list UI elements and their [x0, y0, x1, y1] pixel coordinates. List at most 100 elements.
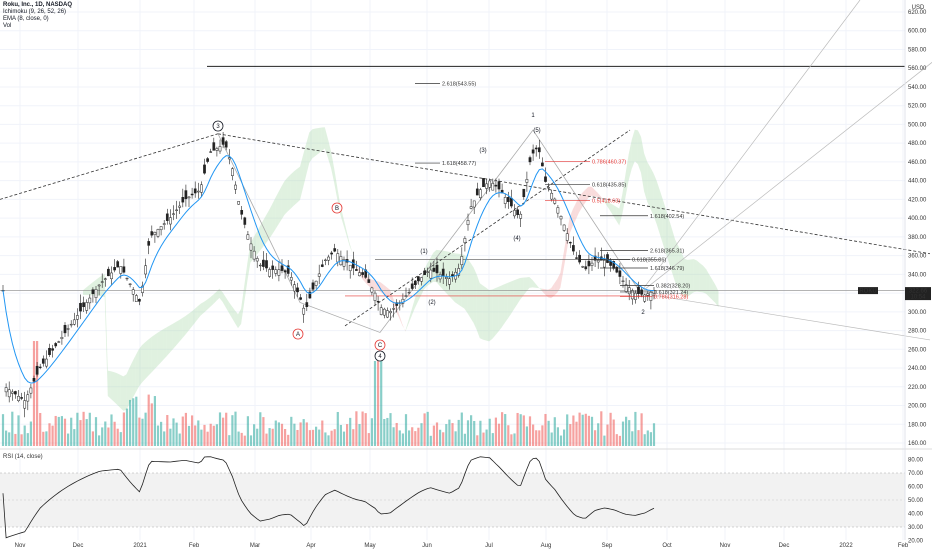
cloud-segment — [110, 371, 114, 402]
candle-body — [516, 209, 519, 216]
candle-body — [513, 210, 516, 217]
cloud-segment — [417, 280, 421, 303]
candle-body — [621, 280, 625, 282]
cloud-segment — [535, 283, 539, 289]
cloud-segment — [644, 153, 648, 202]
volume-bar — [395, 422, 398, 446]
volume-bar — [377, 361, 380, 446]
wave-circle — [374, 339, 386, 351]
countdown: 10:54 — [910, 295, 926, 301]
price-tick: 220.00 — [908, 385, 927, 391]
time-tick: Jul — [485, 543, 493, 549]
cloud-segment — [389, 289, 393, 305]
legend-title[interactable]: Roku, Inc., 1D, NASDAQ — [3, 2, 73, 8]
fib-label: 0.618(435.85) — [592, 183, 626, 189]
candle-body — [578, 254, 581, 263]
candle-body — [373, 292, 377, 301]
volume-bar — [197, 420, 200, 446]
volume-bar — [138, 417, 141, 446]
price-tick: 280.00 — [908, 329, 927, 335]
candle-body — [100, 281, 104, 283]
candle-body — [417, 276, 420, 282]
volume-bar — [268, 428, 271, 446]
volume-bar — [358, 424, 361, 446]
volume-bar — [429, 435, 432, 446]
cloud-segment — [420, 270, 424, 296]
volume-bar — [256, 428, 259, 446]
legend-vol[interactable]: Vol — [3, 23, 12, 29]
candle-body — [460, 256, 464, 266]
volume-bar — [470, 415, 473, 446]
rsi-panel[interactable]: RSI (14, close) — [0, 448, 932, 539]
candle-body — [475, 188, 479, 196]
candle-body — [178, 205, 182, 208]
legend-ema[interactable]: EMA (8, close, 0) — [3, 16, 49, 22]
volume-bar — [184, 412, 187, 446]
cloud-segment — [315, 127, 319, 156]
candle-body — [7, 389, 11, 398]
candle-body — [200, 184, 203, 193]
candle-body — [311, 282, 315, 290]
wave-label: (2) — [428, 300, 435, 306]
volume-bar — [60, 416, 63, 446]
candle-body — [79, 302, 82, 312]
wave-label: (4) — [513, 236, 520, 242]
volume-bar — [398, 430, 401, 446]
rsi-tick: 40.00 — [908, 512, 924, 518]
cloud-segment — [476, 274, 480, 339]
candle-body — [379, 307, 383, 315]
candle-body — [258, 264, 262, 267]
volume-bar — [519, 414, 522, 446]
volume-bar — [119, 432, 122, 446]
cloud-segment — [107, 370, 111, 399]
candle-body — [128, 283, 132, 285]
trendline-lower — [344, 129, 631, 327]
legend-ichimoku[interactable]: Ichimoku (9, 26, 52, 26) — [3, 9, 67, 15]
cloud-segment — [179, 318, 183, 343]
cloud-segment — [498, 285, 502, 332]
wave-circle — [292, 328, 304, 340]
cloud-segment — [634, 129, 638, 165]
cloud-segment — [501, 284, 505, 328]
volume-bar — [296, 429, 299, 446]
volume-bar — [513, 433, 516, 446]
volume-bar — [135, 396, 138, 446]
cloud-segment — [244, 263, 248, 303]
candle-body — [32, 378, 36, 382]
candle-body — [212, 142, 216, 151]
candle-body — [324, 259, 327, 261]
candle-body — [280, 265, 284, 271]
volume-bar — [435, 422, 439, 446]
volume-bar — [129, 399, 132, 446]
cloud-segment — [492, 288, 496, 339]
cloud-segment — [163, 327, 167, 360]
cloud-segment — [287, 174, 291, 212]
fib-label: 2.618(543.55) — [442, 82, 476, 88]
cloud-segment — [470, 262, 474, 324]
candle-body — [69, 323, 73, 326]
cloud-segment — [572, 203, 576, 227]
cloud-segment — [613, 204, 617, 221]
candle-body — [141, 285, 144, 293]
cloud-segment — [349, 243, 353, 254]
time-tick: Dec — [779, 543, 790, 549]
candle-body — [407, 291, 411, 294]
cloud-segment — [210, 294, 214, 308]
volume-bar — [482, 432, 485, 446]
rsi-tick: 50.00 — [908, 498, 924, 504]
cloud-segment — [213, 291, 217, 305]
cloud-segment — [451, 252, 455, 303]
cloud-segment — [241, 286, 245, 324]
wave-circle — [331, 202, 343, 214]
volume-bar — [259, 412, 262, 446]
volume-bar — [383, 419, 386, 446]
rsi-tick: 80.00 — [908, 458, 924, 464]
candle-body — [541, 162, 544, 167]
volume-bar — [200, 429, 203, 446]
volume-bar — [287, 434, 290, 446]
time-tick: Feb — [898, 543, 909, 549]
candle-body — [615, 266, 619, 273]
candle-body — [593, 255, 597, 261]
